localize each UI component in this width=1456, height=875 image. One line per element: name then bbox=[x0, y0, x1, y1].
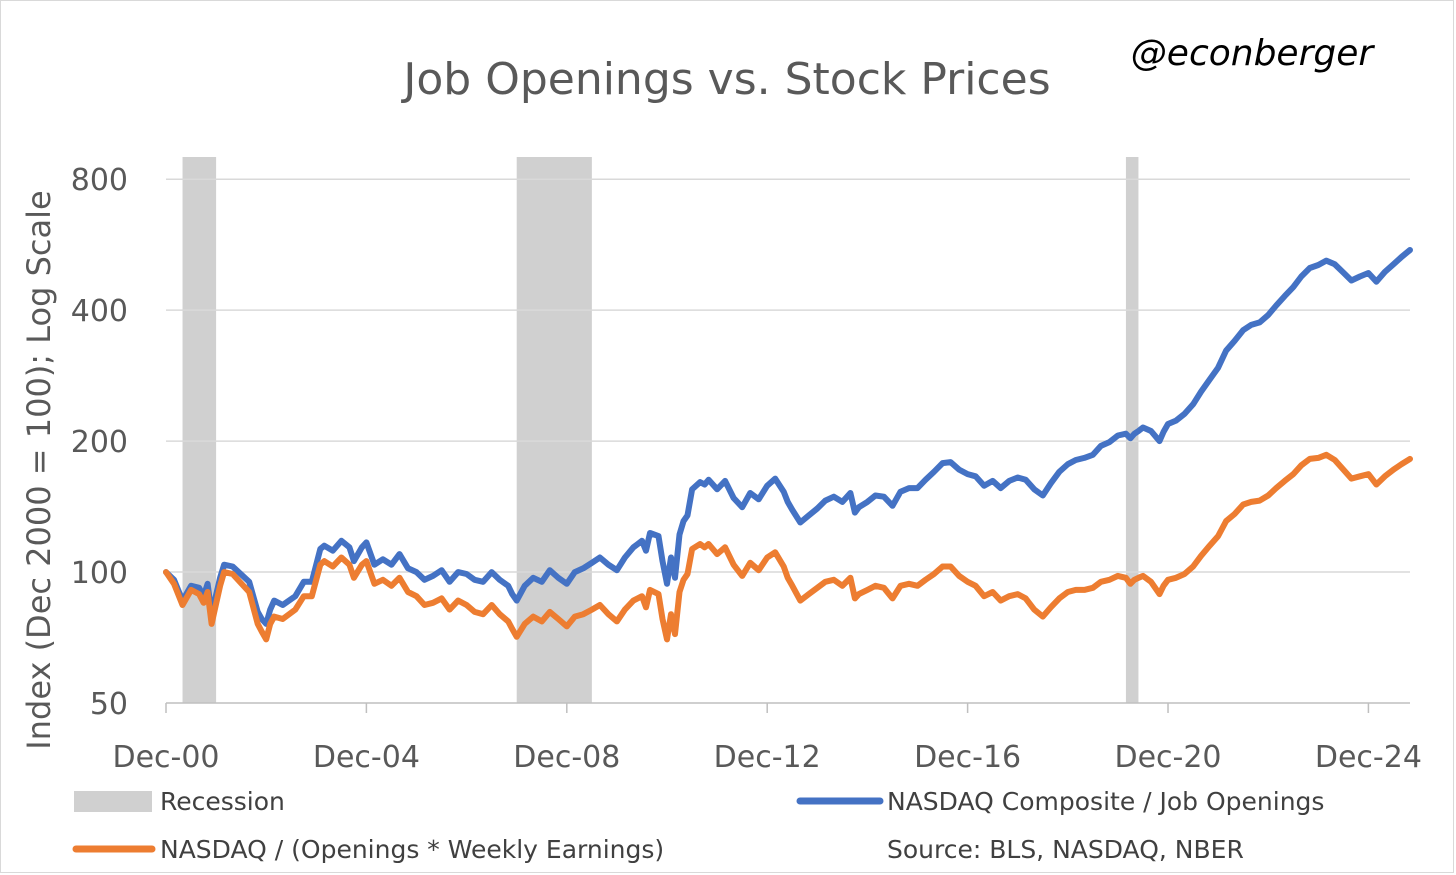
y-axis-label: Index (Dec 2000 = 100); Log Scale bbox=[20, 190, 58, 749]
recession-band-2 bbox=[1125, 157, 1139, 703]
y-tick-label-800: 800 bbox=[71, 163, 128, 198]
y-tick-label-200: 200 bbox=[71, 425, 128, 460]
x-tick-label-Dec-08: Dec-08 bbox=[513, 740, 620, 775]
series-line-nasdaq-per-openings bbox=[163, 247, 1413, 627]
chart-title: Job Openings vs. Stock Prices bbox=[400, 54, 1050, 105]
gridlines-layer bbox=[166, 178, 1410, 573]
y-tick-label-400: 400 bbox=[71, 294, 128, 329]
y-tick-labels: 50 100 200 400 800 bbox=[71, 163, 128, 722]
series-layer bbox=[163, 247, 1413, 643]
y-tick-label-50: 50 bbox=[90, 687, 128, 722]
x-tick-label-Dec-24: Dec-24 bbox=[1315, 740, 1422, 775]
x-tick-labels: Dec-00 Dec-04 Dec-08 Dec-12 Dec-16 Dec-20 Dec-… bbox=[112, 740, 1421, 775]
author-handle: @econberger bbox=[1131, 33, 1376, 74]
series-line-nasdaq-per-openings-earnings bbox=[163, 451, 1413, 643]
legend: Recession NASDAQ Composite / Job Opening… bbox=[72, 787, 1324, 864]
y-tick-label-100: 100 bbox=[71, 556, 128, 591]
x-tick-label-Dec-04: Dec-04 bbox=[313, 740, 420, 775]
legend-blue-label: NASDAQ Composite / Job Openings bbox=[887, 787, 1324, 816]
x-tick-label-Dec-12: Dec-12 bbox=[714, 740, 821, 775]
legend-recession-swatch bbox=[74, 791, 152, 812]
x-tick-label-Dec-00: Dec-00 bbox=[112, 740, 219, 775]
axis-layer bbox=[165, 702, 1410, 713]
x-tick-label-Dec-20: Dec-20 bbox=[1114, 740, 1221, 775]
x-tick-label-Dec-16: Dec-16 bbox=[914, 740, 1021, 775]
legend-recession-label: Recession bbox=[160, 787, 285, 816]
source-note: Source: BLS, NASDAQ, NBER bbox=[887, 835, 1244, 864]
legend-orange-label: NASDAQ / (Openings * Weekly Earnings) bbox=[160, 835, 664, 864]
